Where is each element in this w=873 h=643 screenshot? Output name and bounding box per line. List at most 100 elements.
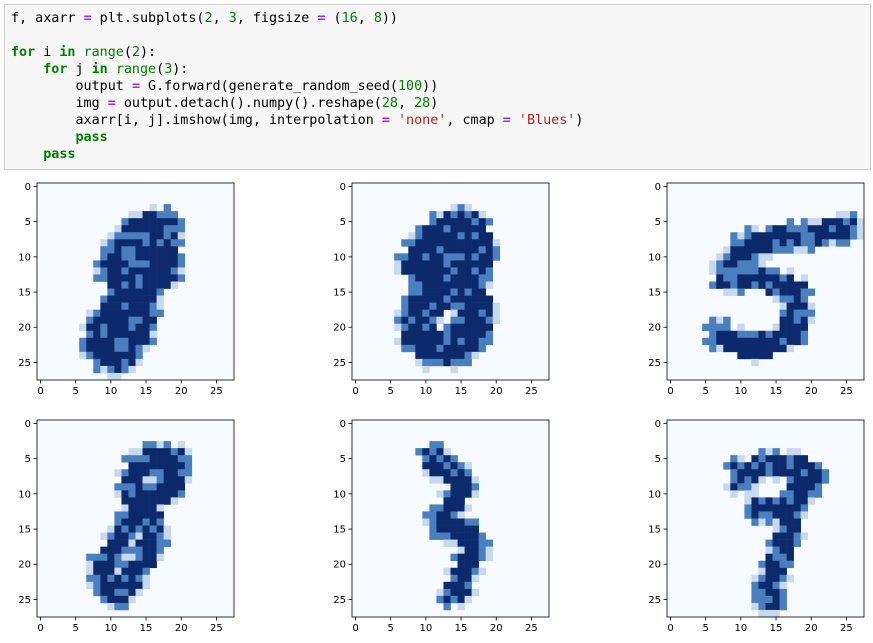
pixel-cell (485, 337, 494, 346)
pixel-cell (758, 260, 766, 268)
code-token: )) (381, 11, 398, 26)
pixel-cell (765, 246, 773, 254)
pixel-cell (765, 469, 773, 477)
pixel-cell (786, 532, 794, 540)
pixel-cell (121, 602, 129, 611)
pixel-cell (142, 239, 150, 247)
pixel-cell (737, 323, 745, 332)
pixel-cell (800, 288, 809, 296)
pixel-cell (163, 274, 171, 282)
pixel-cell (772, 469, 780, 477)
pixel-cell (478, 267, 486, 275)
pixel-cell (464, 358, 472, 367)
pixel-cell (723, 323, 731, 332)
pixel-cell (478, 344, 486, 353)
pixel-cell (856, 225, 865, 233)
pixel-cell (135, 225, 143, 233)
pixel-cell (93, 574, 101, 583)
pixel-cell (772, 511, 780, 519)
pixel-cell (457, 560, 465, 569)
pixel-cell (779, 316, 787, 325)
pixel-cell (485, 539, 494, 547)
pixel-cell (779, 288, 787, 296)
code-token: = (107, 96, 116, 111)
pixel-cell (457, 281, 465, 289)
pixel-cell (163, 532, 171, 540)
pixel-cell (142, 553, 150, 562)
y-tick-label: 0 (655, 419, 661, 430)
pixel-cell (730, 490, 738, 498)
pixel-cell (170, 218, 179, 226)
pixel-cell (471, 267, 479, 275)
subplot-5: 0 5 10 15 20 25 0 5 10 15 20 25 (322, 416, 553, 635)
pixel-cell (114, 260, 122, 268)
pixel-cell (744, 344, 752, 353)
pixel-cell (142, 511, 150, 519)
pixel-cell (429, 309, 437, 317)
pixel-cell (779, 546, 787, 554)
code-cell[interactable]: f, axarr = plt.subplots(2, 3, figsize = … (4, 4, 871, 170)
code-token: 2 (131, 45, 140, 60)
pixel-cell (436, 351, 444, 360)
pixel-cell (436, 253, 444, 261)
pixel-cell (156, 532, 164, 540)
y-tick-label: 25 (333, 358, 346, 369)
pixel-cell (443, 246, 451, 254)
pixel-cell (135, 358, 143, 367)
pixel-cell (107, 295, 115, 303)
pixel-cell (730, 469, 738, 477)
pixel-cell (107, 337, 115, 346)
pixel-cell (135, 539, 143, 547)
pixel-cell (478, 546, 486, 554)
pixel-cell (478, 309, 486, 317)
pixel-cell (436, 448, 444, 456)
pixel-cell (128, 532, 136, 540)
pixel-cell (443, 539, 451, 547)
pixel-cell (751, 358, 759, 367)
pixel-cell (450, 246, 458, 254)
y-tick-label: 25 (18, 595, 31, 606)
pixel-cell (128, 295, 136, 303)
pixel-cell (443, 490, 451, 498)
y-tick-label: 5 (340, 454, 346, 465)
pixel-cell (464, 553, 472, 562)
pixel-cell (457, 532, 465, 540)
pixel-cell (93, 567, 101, 576)
code-token: = (83, 11, 92, 26)
y-tick-label: 0 (340, 419, 346, 430)
pixel-cell (450, 532, 458, 540)
pixel-cell (149, 532, 157, 540)
pixel-cell (429, 253, 437, 261)
pixel-cell (793, 295, 801, 303)
pixel-cell (429, 302, 437, 310)
pixel-cell (450, 365, 458, 374)
code-token: in (91, 62, 108, 77)
pixel-cell (436, 462, 444, 470)
pixel-cell (114, 525, 122, 533)
pixel-cell (450, 567, 458, 576)
pixel-cell (128, 225, 136, 233)
pixel-cell (93, 309, 101, 317)
pixel-cell (786, 546, 794, 554)
pixel-cell (107, 330, 115, 339)
code-token (11, 130, 76, 145)
pixel-cell (142, 323, 150, 332)
pixel-cell (716, 253, 724, 261)
pixel-cell (163, 448, 171, 456)
pixel-cell (163, 539, 171, 547)
code-token: G.forward(generate_random_seed( (140, 79, 398, 94)
pixel-cell (177, 469, 186, 477)
y-tick-label: 20 (648, 560, 661, 571)
code-token: , cmap (446, 113, 503, 128)
pixel-cell (149, 211, 157, 219)
pixel-cell (86, 344, 94, 353)
pixel-cell (779, 560, 787, 569)
pixel-cell (436, 595, 444, 604)
pixel-cell (429, 351, 437, 360)
pixel-cell (128, 232, 136, 240)
pixel-cell (450, 490, 458, 498)
pixel-cell (429, 295, 437, 303)
pixel-cell (457, 246, 465, 254)
pixel-cell (443, 581, 451, 590)
pixel-cell (142, 316, 150, 325)
